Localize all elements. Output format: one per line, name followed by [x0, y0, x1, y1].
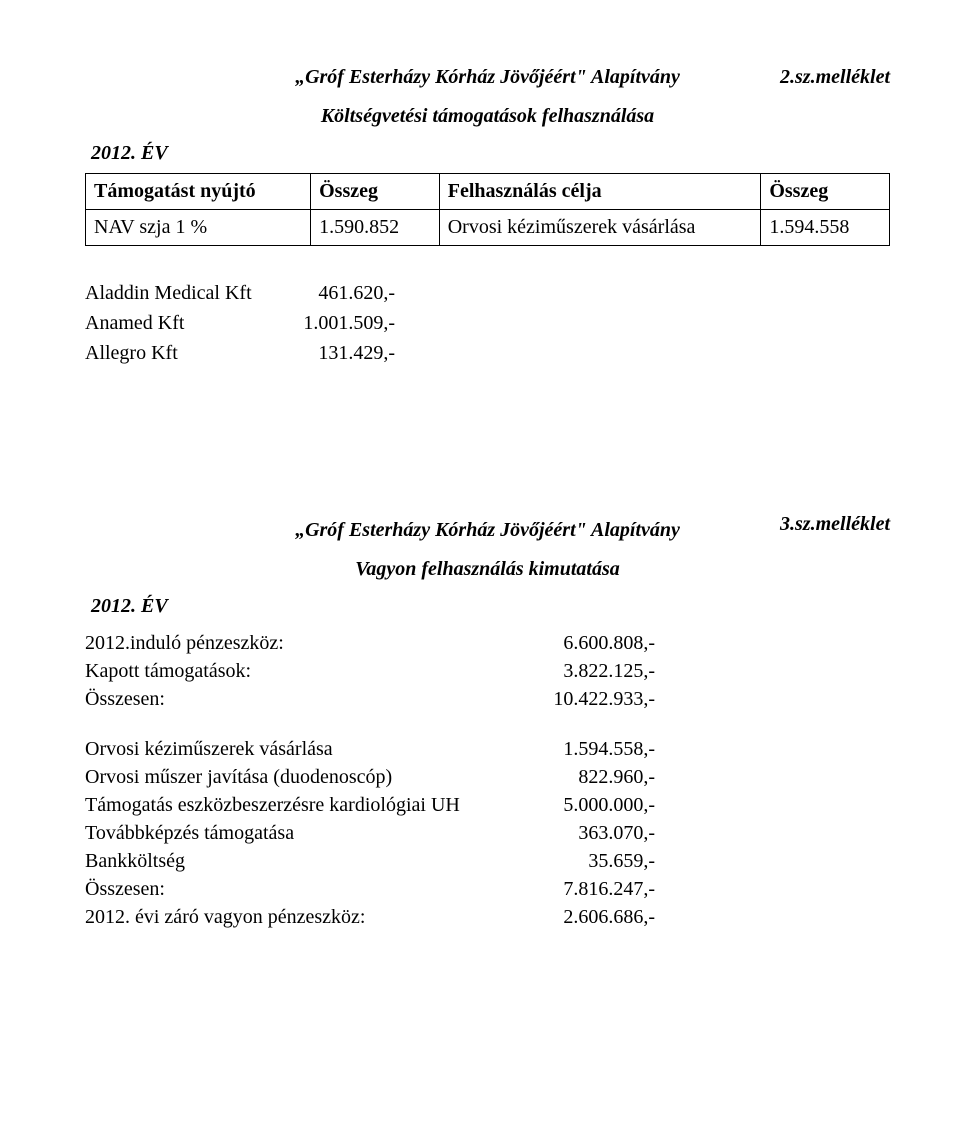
list-item: Anamed Kft 1.001.509,- — [85, 310, 890, 337]
document-subtitle-2: Vagyon felhasználás kimutatása — [85, 556, 890, 583]
line-value: 35.659,- — [525, 848, 655, 875]
line-value: 5.000.000,- — [525, 792, 655, 819]
line-value: 1.594.558,- — [525, 736, 655, 763]
document-subtitle-1: Költségvetési támogatások felhasználása — [85, 103, 890, 130]
table-row: NAV szja 1 % 1.590.852 Orvosi kéziműszer… — [86, 210, 890, 246]
line-value: 822.960,- — [525, 764, 655, 791]
list-item: 2012. évi záró vagyon pénzeszköz: 2.606.… — [85, 904, 890, 931]
list-item: Aladdin Medical Kft 461.620,- — [85, 280, 890, 307]
table-header: Támogatást nyújtó — [86, 174, 311, 210]
line-value: 363.070,- — [525, 820, 655, 847]
vendor-amount: 461.620,- — [285, 280, 395, 307]
line-label: Bankköltség — [85, 848, 525, 875]
line-label: 2012. évi záró vagyon pénzeszköz: — [85, 904, 525, 931]
line-label: Orvosi kéziműszerek vásárlása — [85, 736, 525, 763]
list-item: 2012.induló pénzeszköz: 6.600.808,- — [85, 630, 890, 657]
table-cell: 1.590.852 — [311, 210, 440, 246]
line-label: 2012.induló pénzeszköz: — [85, 630, 525, 657]
list-item: Orvosi műszer javítása (duodenoscóp) 822… — [85, 764, 890, 791]
year-label-2: 2012. ÉV — [91, 593, 890, 620]
table-cell: NAV szja 1 % — [86, 210, 311, 246]
document-title-2: „Gróf Esterházy Kórház Jövőjéért" Alapít… — [85, 517, 890, 544]
header-area: 2.sz.melléklet „Gróf Esterházy Kórház Jö… — [85, 64, 890, 91]
line-value: 10.422.933,- — [525, 686, 655, 713]
vendor-name: Anamed Kft — [85, 310, 285, 337]
list-item: Támogatás eszközbeszerzésre kardiológiai… — [85, 792, 890, 819]
table-header-row: Támogatást nyújtó Összeg Felhasználás cé… — [86, 174, 890, 210]
spacer — [85, 714, 890, 736]
line-label: Támogatás eszközbeszerzésre kardiológiai… — [85, 792, 525, 819]
line-value: 6.600.808,- — [525, 630, 655, 657]
list-item: Bankköltség 35.659,- — [85, 848, 890, 875]
vendor-list: Aladdin Medical Kft 461.620,- Anamed Kft… — [85, 280, 890, 367]
list-item: Orvosi kéziműszerek vásárlása 1.594.558,… — [85, 736, 890, 763]
list-item: Összesen: 10.422.933,- — [85, 686, 890, 713]
list-item: Összesen: 7.816.247,- — [85, 876, 890, 903]
table-cell: 1.594.558 — [761, 210, 890, 246]
line-value: 3.822.125,- — [525, 658, 655, 685]
line-value: 2.606.686,- — [525, 904, 655, 931]
table-header: Felhasználás célja — [439, 174, 761, 210]
vendor-name: Aladdin Medical Kft — [85, 280, 285, 307]
vendor-amount: 1.001.509,- — [285, 310, 395, 337]
support-table: Támogatást nyújtó Összeg Felhasználás cé… — [85, 173, 890, 246]
annex-2-wrap: 3.sz.melléklet „Gróf Esterházy Kórház Jö… — [85, 517, 890, 544]
vendor-amount: 131.429,- — [285, 340, 395, 367]
table-header: Összeg — [761, 174, 890, 210]
list-item: Allegro Kft 131.429,- — [85, 340, 890, 367]
year-label-1: 2012. ÉV — [91, 140, 890, 167]
document-title-1: „Gróf Esterházy Kórház Jövőjéért" Alapít… — [85, 64, 890, 91]
table-header: Összeg — [311, 174, 440, 210]
line-label: Összesen: — [85, 686, 525, 713]
financial-block-1: 2012.induló pénzeszköz: 6.600.808,- Kapo… — [85, 630, 890, 713]
line-label: Kapott támogatások: — [85, 658, 525, 685]
annex-label-2: 3.sz.melléklet — [780, 511, 890, 538]
list-item: Kapott támogatások: 3.822.125,- — [85, 658, 890, 685]
line-label: Összesen: — [85, 876, 525, 903]
line-label: Továbbképzés támogatása — [85, 820, 525, 847]
list-item: Továbbképzés támogatása 363.070,- — [85, 820, 890, 847]
line-value: 7.816.247,- — [525, 876, 655, 903]
table-cell: Orvosi kéziműszerek vásárlása — [439, 210, 761, 246]
annex-label-1: 2.sz.melléklet — [780, 64, 890, 91]
financial-block-2: Orvosi kéziműszerek vásárlása 1.594.558,… — [85, 736, 890, 931]
line-label: Orvosi műszer javítása (duodenoscóp) — [85, 764, 525, 791]
vendor-name: Allegro Kft — [85, 340, 285, 367]
